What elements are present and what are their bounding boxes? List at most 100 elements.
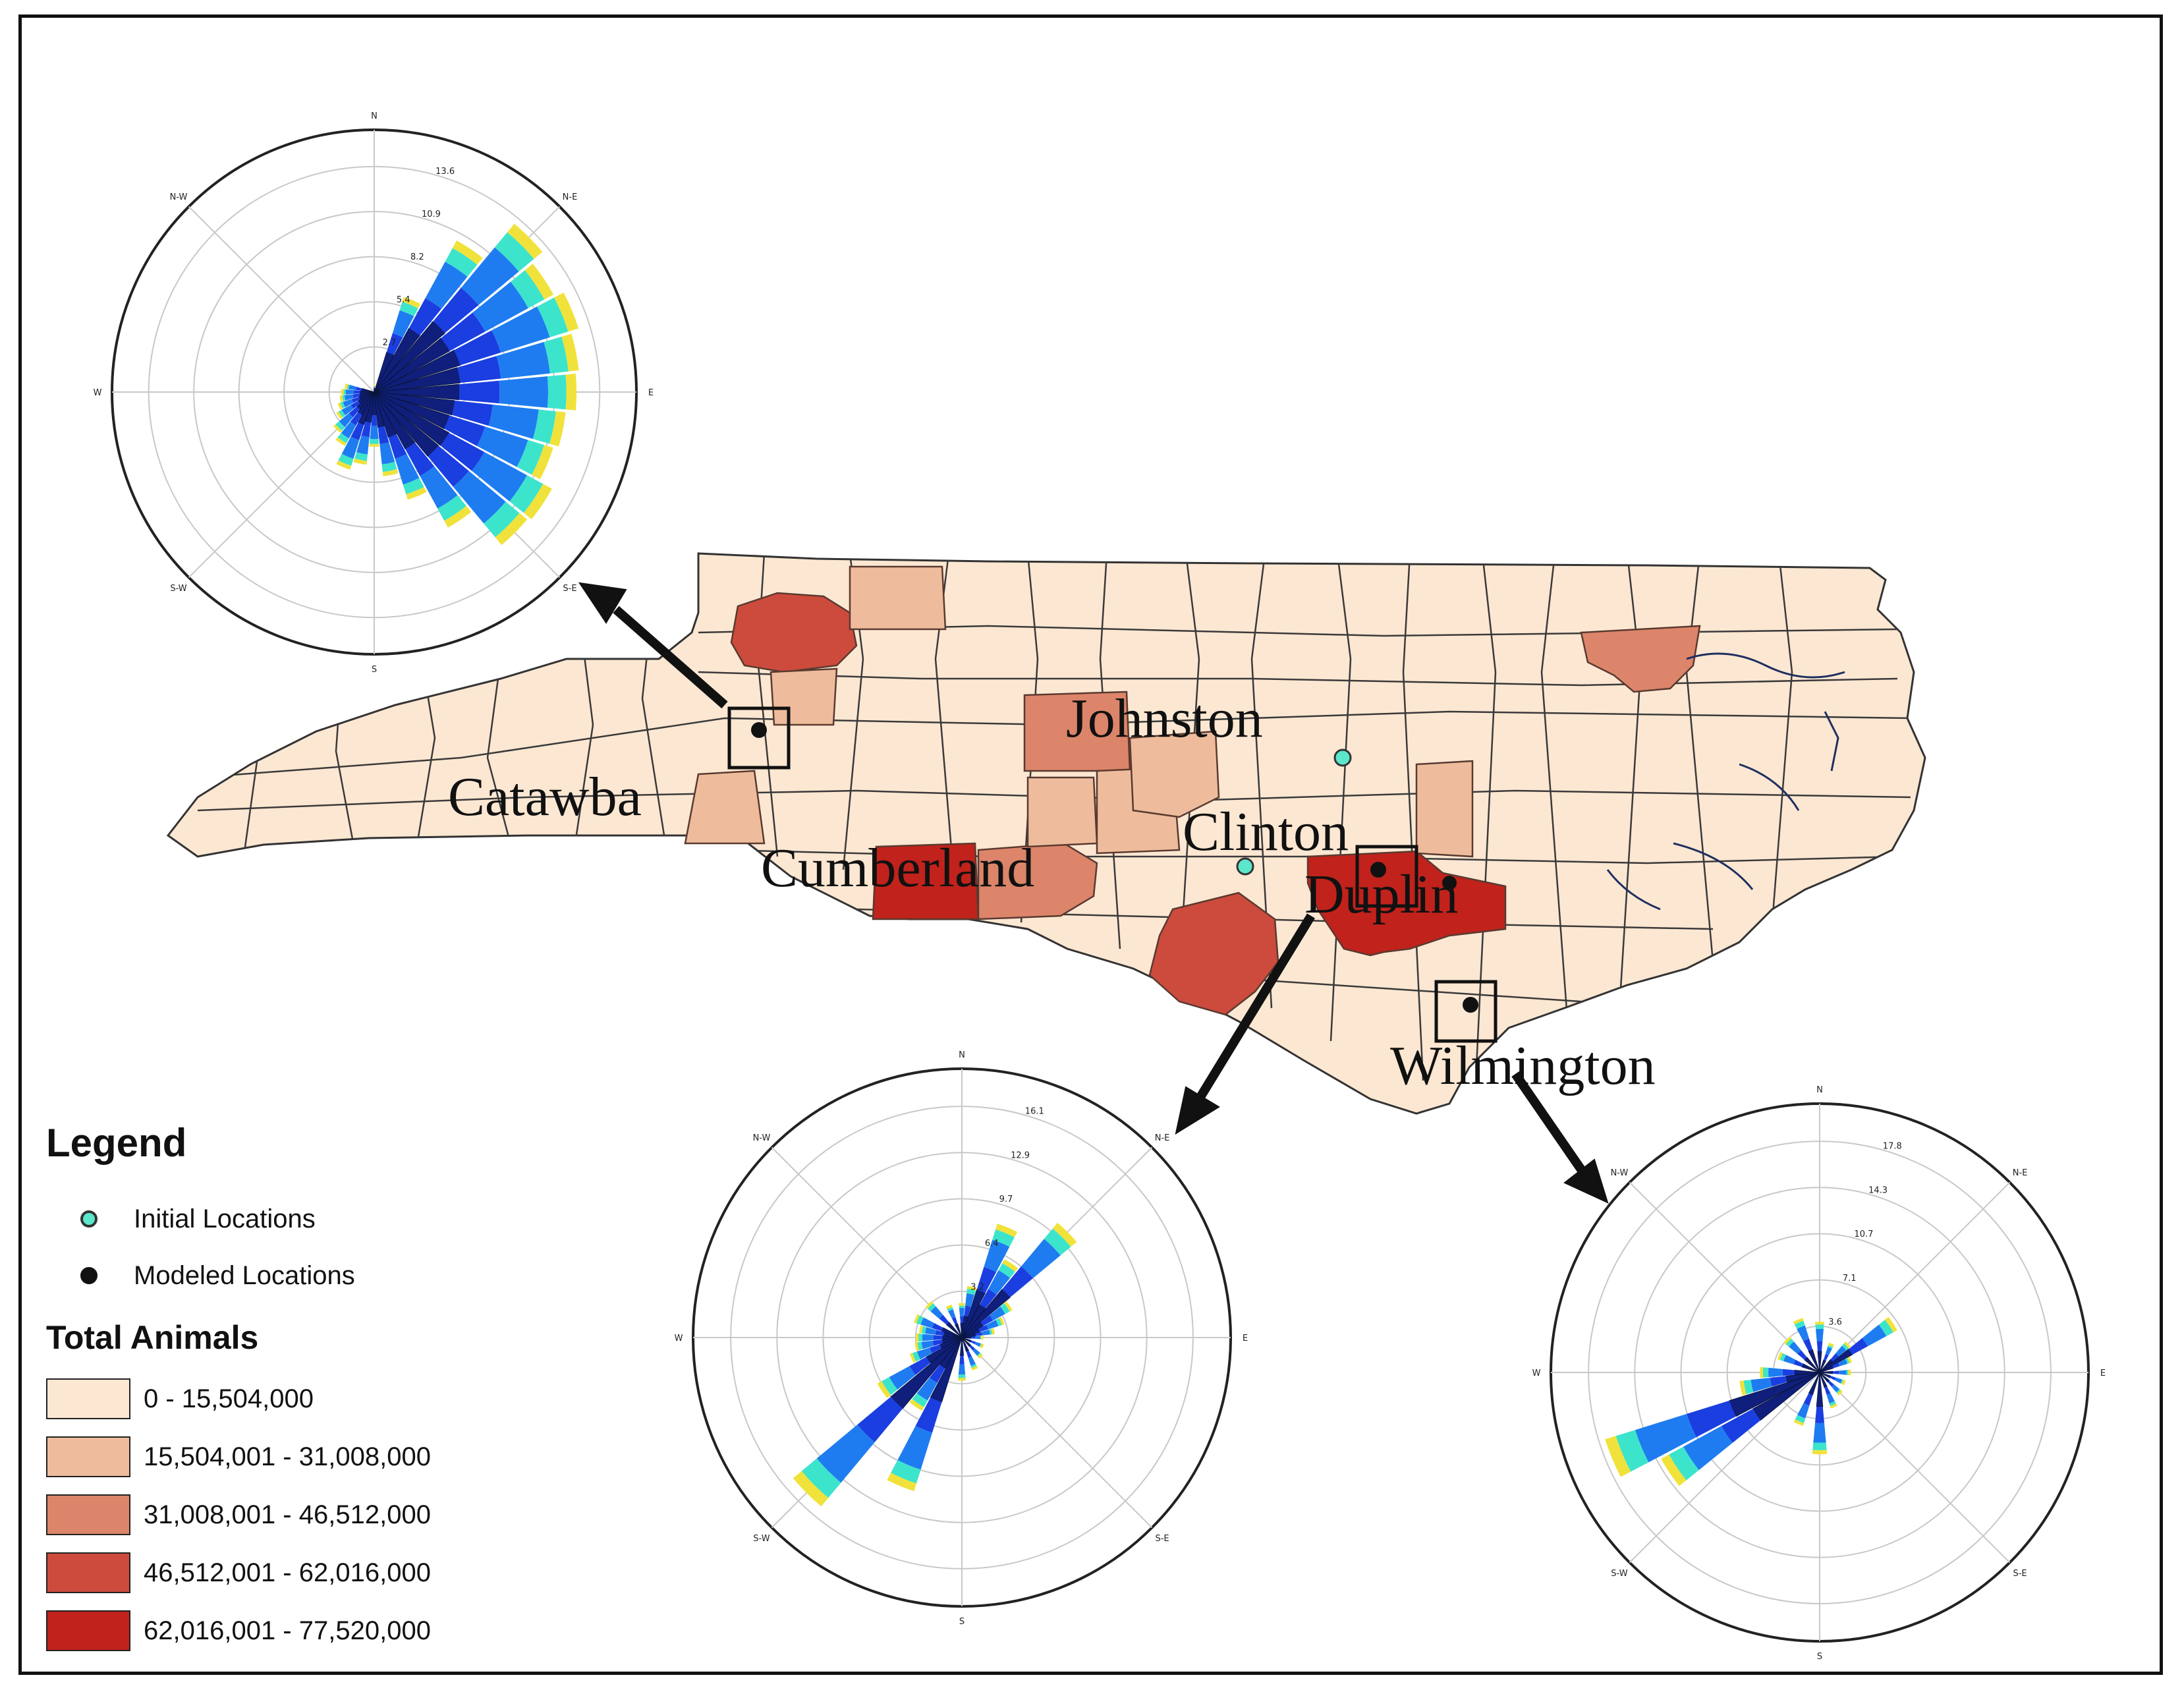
rose-band <box>968 1356 976 1366</box>
rose-petal <box>1778 1351 1820 1373</box>
rose-direction-label: S <box>1817 1652 1822 1662</box>
rose-band-edge <box>909 1400 924 1411</box>
rose-band <box>974 1341 981 1347</box>
rose-band <box>912 1351 920 1362</box>
county-class1-c <box>684 770 766 845</box>
rose-ring-label: 10.9 <box>422 210 441 219</box>
rose-band <box>491 306 550 353</box>
rose-band <box>926 1337 963 1364</box>
rose-band <box>388 434 407 459</box>
rose-band-edge <box>971 1365 978 1370</box>
rose-band <box>472 451 527 501</box>
rose-band <box>1816 1341 1823 1351</box>
rose-band <box>524 264 553 300</box>
rose-band <box>887 1473 917 1492</box>
rose-band <box>955 1323 963 1338</box>
rose-petal <box>374 391 552 520</box>
rose-direction-label: N <box>959 1050 965 1060</box>
rose-petal <box>374 374 577 410</box>
rose-band <box>946 1306 953 1312</box>
rose-band <box>959 1308 965 1316</box>
rose-direction-label: N-E <box>563 192 578 202</box>
rose-ring-label: 8.2 <box>410 252 424 262</box>
rose-band <box>980 1315 994 1326</box>
rose-band <box>929 1344 942 1353</box>
rose-band-edge <box>977 1353 983 1359</box>
rose-band <box>361 421 372 438</box>
rose-band <box>459 380 500 404</box>
county-class1-d <box>1026 776 1098 848</box>
rose-band <box>1615 1430 1649 1472</box>
rose-band-edge <box>945 1305 953 1310</box>
rose-direction-label: S-W <box>1611 1569 1627 1579</box>
rose-band <box>922 1334 934 1341</box>
rose-band <box>966 1288 976 1295</box>
rose-band <box>499 376 549 408</box>
rose-band <box>554 293 578 332</box>
rose-band <box>939 1314 949 1325</box>
rose-band-edge <box>446 509 472 528</box>
class-label: 31,008,001 - 46,512,000 <box>144 1500 431 1529</box>
rose-band-edge <box>569 333 579 371</box>
rose-petal <box>335 391 375 446</box>
rose-petal <box>961 1222 1077 1338</box>
rose-band-edge <box>344 383 349 389</box>
rose-ring-label: 14.3 <box>1868 1185 1888 1195</box>
rose-band <box>966 1350 972 1358</box>
rose-spoke <box>961 1337 1153 1529</box>
rose-band <box>517 439 544 475</box>
rose-band-edge <box>556 412 566 447</box>
rose-band <box>1768 1367 1783 1378</box>
rose-band <box>351 397 360 403</box>
rose-band-edge <box>561 293 578 329</box>
rose-band <box>925 1327 937 1335</box>
rose-band-edge <box>877 1382 889 1398</box>
rose-band-edge <box>1843 1341 1851 1349</box>
rose-petal <box>877 1337 963 1398</box>
rose-band <box>395 453 420 485</box>
rose-band <box>995 1318 1003 1326</box>
rose-band-edge <box>793 1476 824 1507</box>
rose-petal <box>945 1305 963 1338</box>
rose-band <box>1808 1349 1820 1373</box>
rose-band <box>1635 1413 1696 1463</box>
rose-band <box>1816 1328 1824 1341</box>
rose-band-edge <box>336 411 343 420</box>
rose-band-edge <box>1778 1351 1783 1361</box>
rose-band <box>1832 1370 1839 1374</box>
site-box-catawba <box>727 706 791 770</box>
rose-petal <box>961 1337 984 1349</box>
rose-band-edge <box>1886 1316 1897 1332</box>
modeled-location-marker <box>1442 876 1457 890</box>
label-duplin: Duplin <box>1304 864 1458 925</box>
county-class3-south <box>1148 891 1279 1016</box>
label-wilmington: Wilmington <box>1390 1035 1656 1096</box>
rose-band <box>420 466 458 509</box>
rose-band-edge <box>958 1378 966 1381</box>
rose-band <box>1729 1372 1820 1417</box>
rose-band <box>350 412 362 426</box>
rose-band <box>1661 1454 1687 1486</box>
rose-band <box>882 1377 898 1396</box>
rose-band-edge <box>1815 1322 1824 1325</box>
rose-petal <box>374 391 553 480</box>
rose-band-edge <box>383 470 399 476</box>
rose-direction-label: W <box>675 1334 683 1343</box>
rose-band <box>976 1266 997 1293</box>
rose-petal <box>339 391 375 402</box>
wind-rose-wilmington: N N-E E S-E S S-W W N-W 3.6 7.1 10.7 14.3 17.8 <box>1532 1085 2106 1662</box>
rose-band-edge <box>369 443 379 447</box>
rose-direction-label: N-W <box>753 1133 771 1143</box>
rose-band <box>980 1289 997 1309</box>
rose-direction-label: N-W <box>1611 1168 1629 1178</box>
rose-band <box>1044 1228 1071 1256</box>
rose-petal <box>1739 1372 1820 1396</box>
rose-band <box>335 421 345 431</box>
rose-band <box>1803 1393 1813 1406</box>
class-swatch-2 <box>46 1494 130 1535</box>
rose-petal <box>1793 1372 1820 1426</box>
rose-band-edge <box>1004 1301 1013 1312</box>
rose-band <box>338 409 346 418</box>
rose-ring-label: 6.4 <box>985 1239 999 1249</box>
rose-band-edge <box>1055 1222 1077 1244</box>
